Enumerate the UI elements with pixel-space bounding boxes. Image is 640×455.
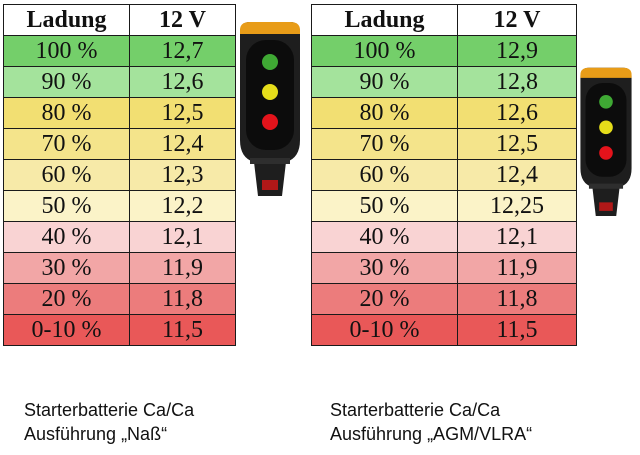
right-caption: Starterbatterie Ca/Ca Ausführung „AGM/VL…	[330, 398, 532, 446]
voltage-cell: 11,8	[457, 283, 577, 315]
voltage-cell: 12,5	[129, 97, 236, 129]
charge-cell: 30 %	[311, 252, 458, 284]
table-row: 40 % 12,1	[311, 221, 577, 253]
voltage-cell: 12,1	[457, 221, 577, 253]
caption-line-2: Ausführung „Naß“	[24, 424, 168, 444]
charge-cell: 40 %	[311, 221, 458, 253]
voltage-cell: 12,25	[457, 190, 577, 222]
charge-cell: 100 %	[311, 35, 458, 67]
table-row: 70 % 12,5	[311, 128, 577, 160]
battery-indicator-icon	[580, 67, 632, 216]
table-body: 100 % 12,7 90 % 12,6 80 % 12,5 70 % 12,4 60 % 12,…	[3, 35, 236, 346]
charge-cell: 100 %	[3, 35, 130, 67]
red-lamp-icon	[262, 114, 278, 130]
caption-line-1: Starterbatterie Ca/Ca	[24, 400, 195, 420]
table-header-row: Ladung 12 V	[311, 4, 577, 36]
charge-cell: 0-10 %	[3, 314, 130, 346]
table-row: 0-10 % 11,5	[311, 314, 577, 346]
voltage-cell: 12,4	[129, 128, 236, 160]
voltage-cell: 12,5	[457, 128, 577, 160]
right-charge-table: Ladung 12 V 100 % 12,9 90 % 12,8 80 % 12,6 70 …	[311, 4, 577, 346]
charge-cell: 80 %	[311, 97, 458, 129]
yellow-lamp-icon	[262, 84, 278, 100]
table-body: 100 % 12,9 90 % 12,8 80 % 12,6 70 % 12,5 60 % 12,…	[311, 35, 577, 346]
table-row: 90 % 12,6	[3, 66, 236, 98]
voltage-cell: 11,9	[457, 252, 577, 284]
voltage-cell: 11,5	[129, 314, 236, 346]
green-lamp-icon	[599, 94, 613, 109]
voltage-cell: 12,2	[129, 190, 236, 222]
red-lamp-icon	[599, 146, 613, 160]
table-row: 30 % 11,9	[311, 252, 577, 284]
charge-cell: 90 %	[311, 66, 458, 98]
voltage-cell: 12,3	[129, 159, 236, 191]
table-row: 30 % 11,9	[3, 252, 236, 284]
charge-cell: 60 %	[3, 159, 130, 191]
table-row: 80 % 12,5	[3, 97, 236, 129]
charge-cell: 90 %	[3, 66, 130, 98]
table-row: 40 % 12,1	[3, 221, 236, 253]
table-row: 20 % 11,8	[311, 283, 577, 315]
table-row: 50 % 12,25	[311, 190, 577, 222]
battery-indicator-icon	[240, 22, 300, 196]
charge-cell: 50 %	[3, 190, 130, 222]
charge-cell: 70 %	[311, 128, 458, 160]
charge-cell: 80 %	[3, 97, 130, 129]
charge-cell: 60 %	[311, 159, 458, 191]
charge-cell: 30 %	[3, 252, 130, 284]
voltage-cell: 11,9	[129, 252, 236, 284]
voltage-cell: 12,9	[457, 35, 577, 67]
voltage-cell: 12,6	[129, 66, 236, 98]
charge-cell: 70 %	[3, 128, 130, 160]
table-row: 80 % 12,6	[311, 97, 577, 129]
table-row: 50 % 12,2	[3, 190, 236, 222]
caption-line-2: Ausführung „AGM/VLRA“	[330, 424, 533, 444]
header-charge: Ladung	[311, 4, 458, 36]
voltage-cell: 12,6	[457, 97, 577, 129]
green-lamp-icon	[262, 54, 278, 70]
voltage-cell: 12,4	[457, 159, 577, 191]
charge-cell: 20 %	[311, 283, 458, 315]
table-row: 100 % 12,9	[311, 35, 577, 67]
table-row: 20 % 11,8	[3, 283, 236, 315]
charge-cell: 0-10 %	[311, 314, 458, 346]
table-row: 70 % 12,4	[3, 128, 236, 160]
charge-cell: 50 %	[311, 190, 458, 222]
header-voltage: 12 V	[457, 4, 577, 36]
voltage-cell: 11,8	[129, 283, 236, 315]
charge-cell: 40 %	[3, 221, 130, 253]
header-charge: Ladung	[3, 4, 130, 36]
voltage-cell: 12,7	[129, 35, 236, 67]
left-charge-table: Ladung 12 V 100 % 12,7 90 % 12,6 80 % 12,5 70 …	[3, 4, 236, 346]
left-caption: Starterbatterie Ca/Ca Ausführung „Naß“	[24, 398, 194, 446]
table-row: 60 % 12,3	[3, 159, 236, 191]
voltage-cell: 11,5	[457, 314, 577, 346]
voltage-cell: 12,1	[129, 221, 236, 253]
table-row: 90 % 12,8	[311, 66, 577, 98]
voltage-cell: 12,8	[457, 66, 577, 98]
header-voltage: 12 V	[129, 4, 236, 36]
yellow-lamp-icon	[599, 120, 613, 135]
caption-line-1: Starterbatterie Ca/Ca	[330, 400, 501, 420]
table-row: 60 % 12,4	[311, 159, 577, 191]
charge-cell: 20 %	[3, 283, 130, 315]
table-row: 0-10 % 11,5	[3, 314, 236, 346]
table-header-row: Ladung 12 V	[3, 4, 236, 36]
table-row: 100 % 12,7	[3, 35, 236, 67]
